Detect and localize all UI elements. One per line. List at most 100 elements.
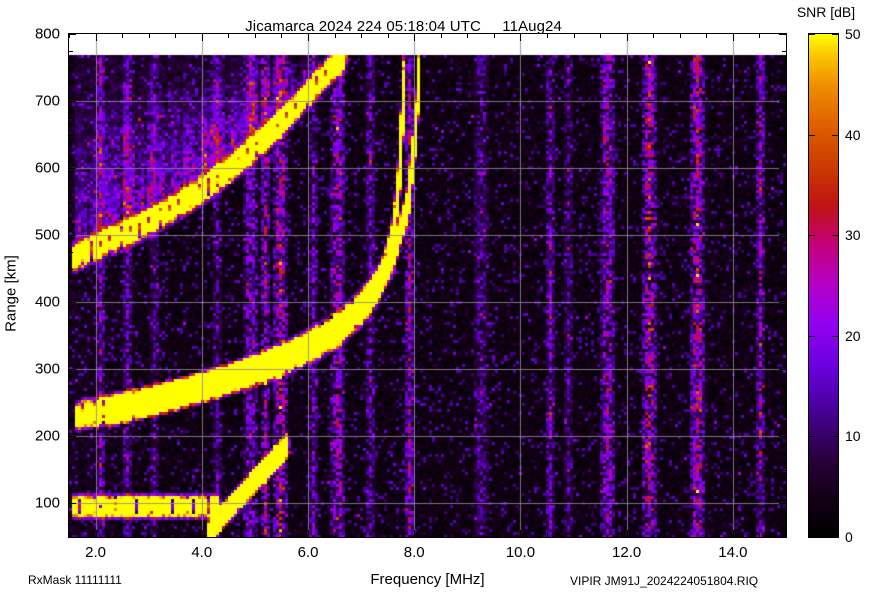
colorbar-tick [832,335,838,337]
colorbar-tick [809,537,815,538]
x-tick-minor-bottom [69,533,70,537]
x-tick-minor-top [122,34,124,38]
y-tick-minor-right [782,268,786,270]
colorbar-gradient [809,34,838,537]
x-tick-minor-bottom [547,533,548,537]
y-tick-minor-right [782,352,786,354]
x-tick-major-top [201,34,203,41]
y-tick-minor-left [69,84,73,86]
y-tick-label: 200 [34,427,60,445]
y-tick-minor-right [782,486,786,488]
y-tick-minor-right [782,453,786,455]
x-tick-minor-top [467,34,469,38]
colorbar-tick [832,134,838,136]
y-tick-minor-right [782,335,786,337]
colorbar-tick [832,436,838,438]
x-tick-minor-top [254,34,256,38]
x-tick-minor-bottom [493,533,495,537]
ionogram-plot-area[interactable] [68,33,787,538]
y-tick-minor-left [69,402,73,404]
page-title: Jicamarca 2024 224 05:18:04 UTC 11Aug24 [0,1,790,52]
x-tick-minor-top [653,34,655,38]
x-tick-label: 14.0 [718,544,748,561]
colorbar-tick-label: 0 [845,529,853,545]
colorbar[interactable] [808,33,839,538]
colorbar-tick [809,134,815,136]
x-tick-minor-top [361,34,363,38]
x-tick-major-bottom [95,530,97,537]
y-tick-minor-right [782,520,786,522]
y-tick-major-right [779,235,786,237]
y-tick-minor-left [69,285,73,287]
y-tick-major-left [69,168,76,170]
x-tick-label: 8.0 [403,544,425,561]
y-tick-major-left [69,436,76,438]
colorbar-tick [832,34,838,35]
x-tick-major-bottom [626,530,628,537]
x-tick-major-bottom [308,530,309,537]
y-tick-major-left [69,302,76,304]
colorbar-tick-label: 10 [845,428,861,445]
x-tick-minor-top [600,34,602,38]
y-tick-minor-right [782,285,786,287]
x-tick-minor-bottom [600,533,602,537]
y-tick-minor-left [69,520,73,522]
x-tick-major-top [520,34,522,41]
y-tick-label: 100 [34,494,60,512]
x-tick-minor-top [387,34,389,38]
x-tick-minor-bottom [148,533,150,537]
y-tick-minor-left [69,335,73,337]
y-tick-major-right [779,369,786,371]
colorbar-tick-label: 40 [845,126,861,143]
x-tick-minor-top [69,34,70,38]
x-tick-major-bottom [732,530,734,537]
y-tick-label: 600 [34,159,60,177]
x-tick-minor-bottom [467,533,469,537]
y-tick-minor-left [69,453,73,455]
x-tick-minor-bottom [334,533,336,537]
y-tick-minor-right [782,50,786,52]
y-axis-title: Range [km] [2,255,20,332]
colorbar-title: SNR [dB] [796,4,856,20]
ionogram-heatmap-canvas[interactable] [69,34,786,537]
y-tick-major-right [779,168,786,170]
y-tick-major-right [779,302,786,304]
x-tick-minor-top [148,34,150,38]
title-date-short: 11Aug24 [502,18,562,35]
x-tick-minor-top [573,34,575,38]
x-tick-major-top [626,34,628,41]
colorbar-tick [809,235,815,237]
x-tick-minor-top [547,34,548,38]
y-tick-minor-left [69,117,73,119]
x-tick-minor-top [334,34,336,38]
y-tick-minor-left [69,50,73,52]
y-tick-minor-right [782,218,786,220]
y-tick-minor-right [782,319,786,321]
x-tick-minor-top [679,34,681,38]
footer-filename: VIPIR JM91J_2024224051804.RIQ [570,574,759,588]
x-tick-minor-top [281,34,283,38]
x-tick-minor-bottom [706,533,708,537]
y-tick-minor-left [69,134,73,136]
x-tick-major-top [732,34,734,41]
x-axis-title: Frequency [MHz] [370,571,485,588]
x-tick-minor-top [175,34,177,38]
y-tick-minor-right [782,117,786,119]
x-tick-minor-bottom [440,533,442,537]
footer-rxmask: RxMask 11111111 [28,573,122,587]
y-tick-label: 700 [34,92,60,110]
y-tick-major-left [69,101,76,103]
y-tick-minor-left [69,67,73,69]
y-tick-minor-right [782,469,786,471]
colorbar-tick [832,235,838,237]
y-tick-minor-right [782,537,786,538]
y-tick-minor-right [782,151,786,153]
y-tick-label: 800 [34,25,60,43]
y-tick-minor-left [69,319,73,321]
y-tick-major-left [69,235,76,237]
x-tick-minor-bottom [254,533,256,537]
y-tick-label: 400 [34,293,60,311]
y-tick-major-right [779,436,786,438]
y-tick-major-right [779,503,786,505]
